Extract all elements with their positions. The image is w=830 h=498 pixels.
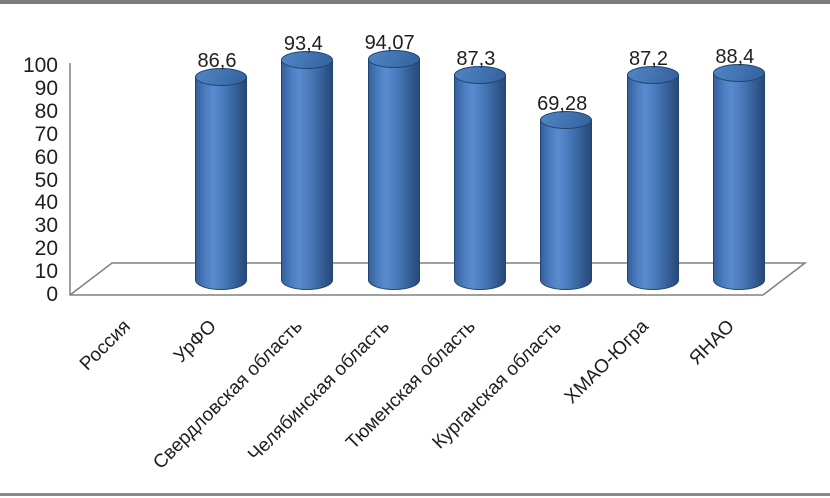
y-tick-label: 20 bbox=[34, 237, 58, 261]
cylinder-body bbox=[453, 75, 506, 290]
value-label: 87,2 bbox=[629, 48, 668, 71]
cylinder-bar-6 bbox=[626, 66, 679, 290]
cylinder-bar-5 bbox=[540, 110, 593, 290]
cylinder-bar-2 bbox=[281, 51, 334, 290]
cylinder-bar-3 bbox=[367, 49, 420, 290]
cylinder-body bbox=[626, 75, 679, 290]
cylinder-bar-4 bbox=[453, 66, 506, 290]
y-tick-label: 0 bbox=[46, 283, 58, 306]
cylinder-body bbox=[540, 119, 593, 290]
cylinder-top-face bbox=[540, 110, 593, 129]
cylinder-bar-1 bbox=[195, 67, 247, 290]
cylinder-top-face bbox=[195, 67, 247, 86]
y-tick-label: 60 bbox=[34, 145, 58, 169]
value-label: 94,07 bbox=[364, 31, 415, 54]
y-tick-label: 30 bbox=[34, 214, 58, 238]
value-label: 86,6 bbox=[197, 49, 237, 72]
y-tick-label: 100 bbox=[22, 54, 58, 77]
cylinder-body bbox=[195, 76, 247, 290]
y-tick-label: 40 bbox=[34, 191, 58, 215]
cylinder-top-face bbox=[367, 49, 420, 68]
cylinder-body bbox=[712, 72, 765, 290]
y-tick-label: 10 bbox=[34, 260, 58, 284]
cylinder-bar-7 bbox=[712, 63, 765, 290]
cylinder-top-face bbox=[453, 66, 506, 85]
cylinder-top-face bbox=[281, 51, 334, 70]
value-label: 93,4 bbox=[283, 33, 323, 56]
cylinder-top-face bbox=[626, 66, 679, 85]
value-label: 88,4 bbox=[715, 45, 755, 68]
y-tick-label: 50 bbox=[34, 168, 58, 192]
plot-floor-outline bbox=[69, 63, 808, 296]
top-border-line bbox=[0, 0, 830, 4]
cylinder-body bbox=[281, 60, 334, 290]
bottom-border-line bbox=[0, 493, 830, 496]
y-tick-label: 90 bbox=[34, 76, 58, 100]
y-tick-label: 80 bbox=[34, 99, 58, 123]
y-tick-label: 70 bbox=[34, 122, 58, 146]
cylinder-body bbox=[367, 58, 420, 290]
value-label: 69,28 bbox=[537, 92, 588, 115]
cylinder-top-face bbox=[712, 63, 765, 82]
value-label: 87,3 bbox=[456, 48, 496, 71]
